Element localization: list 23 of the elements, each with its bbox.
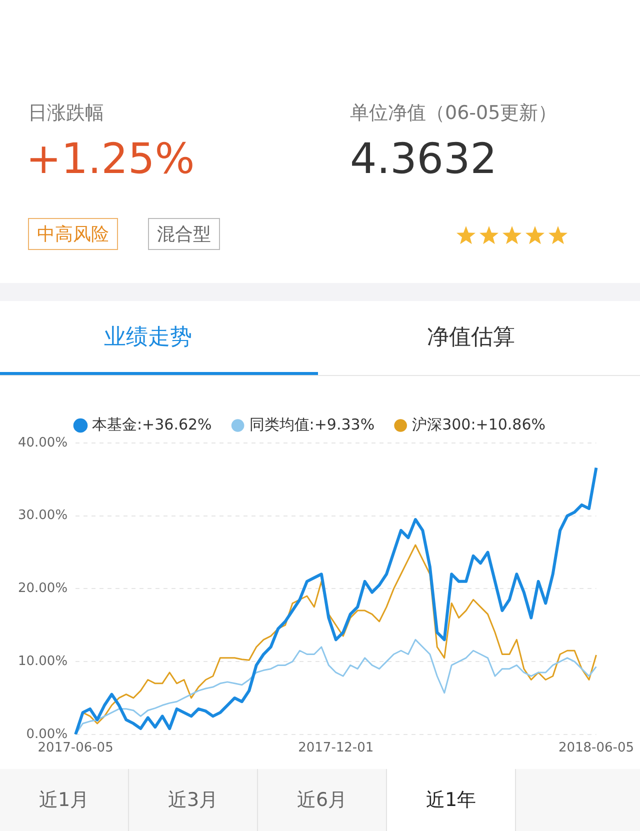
text: 单位净值（06-05更新） [350,101,558,126]
text: 近1年 [387,769,516,831]
x-tick-label: 2017-12-01 [298,740,374,756]
x-tick-label: 2018-06-05 [558,740,634,756]
y-tick-label: 20.00% [18,581,68,596]
legend-label: 沪深300:+10.86% [412,415,546,434]
text: 业绩走势 [104,324,192,352]
y-tick-label: 10.00% [18,654,68,669]
x-tick-label: 2017-06-05 [38,740,114,756]
legend-label: 本基金:+36.62% [92,415,212,434]
text: 净值估算 [427,324,515,352]
y-tick-label: 40.00% [18,435,68,450]
text: 近3月 [129,769,258,831]
legend-label: 同类均值:+9.33% [249,415,375,434]
text: 近1月 [0,769,129,831]
text: +1.25% [26,134,195,183]
text: 日涨跌幅 [28,101,104,126]
text: 混合型 [148,218,220,250]
y-tick-label: 30.00% [18,508,68,524]
text: 中高风险 [28,218,118,250]
text: 近6月 [258,769,387,831]
text: 4.3632 [350,134,497,183]
y-tick-label: 0.00% [26,726,68,742]
